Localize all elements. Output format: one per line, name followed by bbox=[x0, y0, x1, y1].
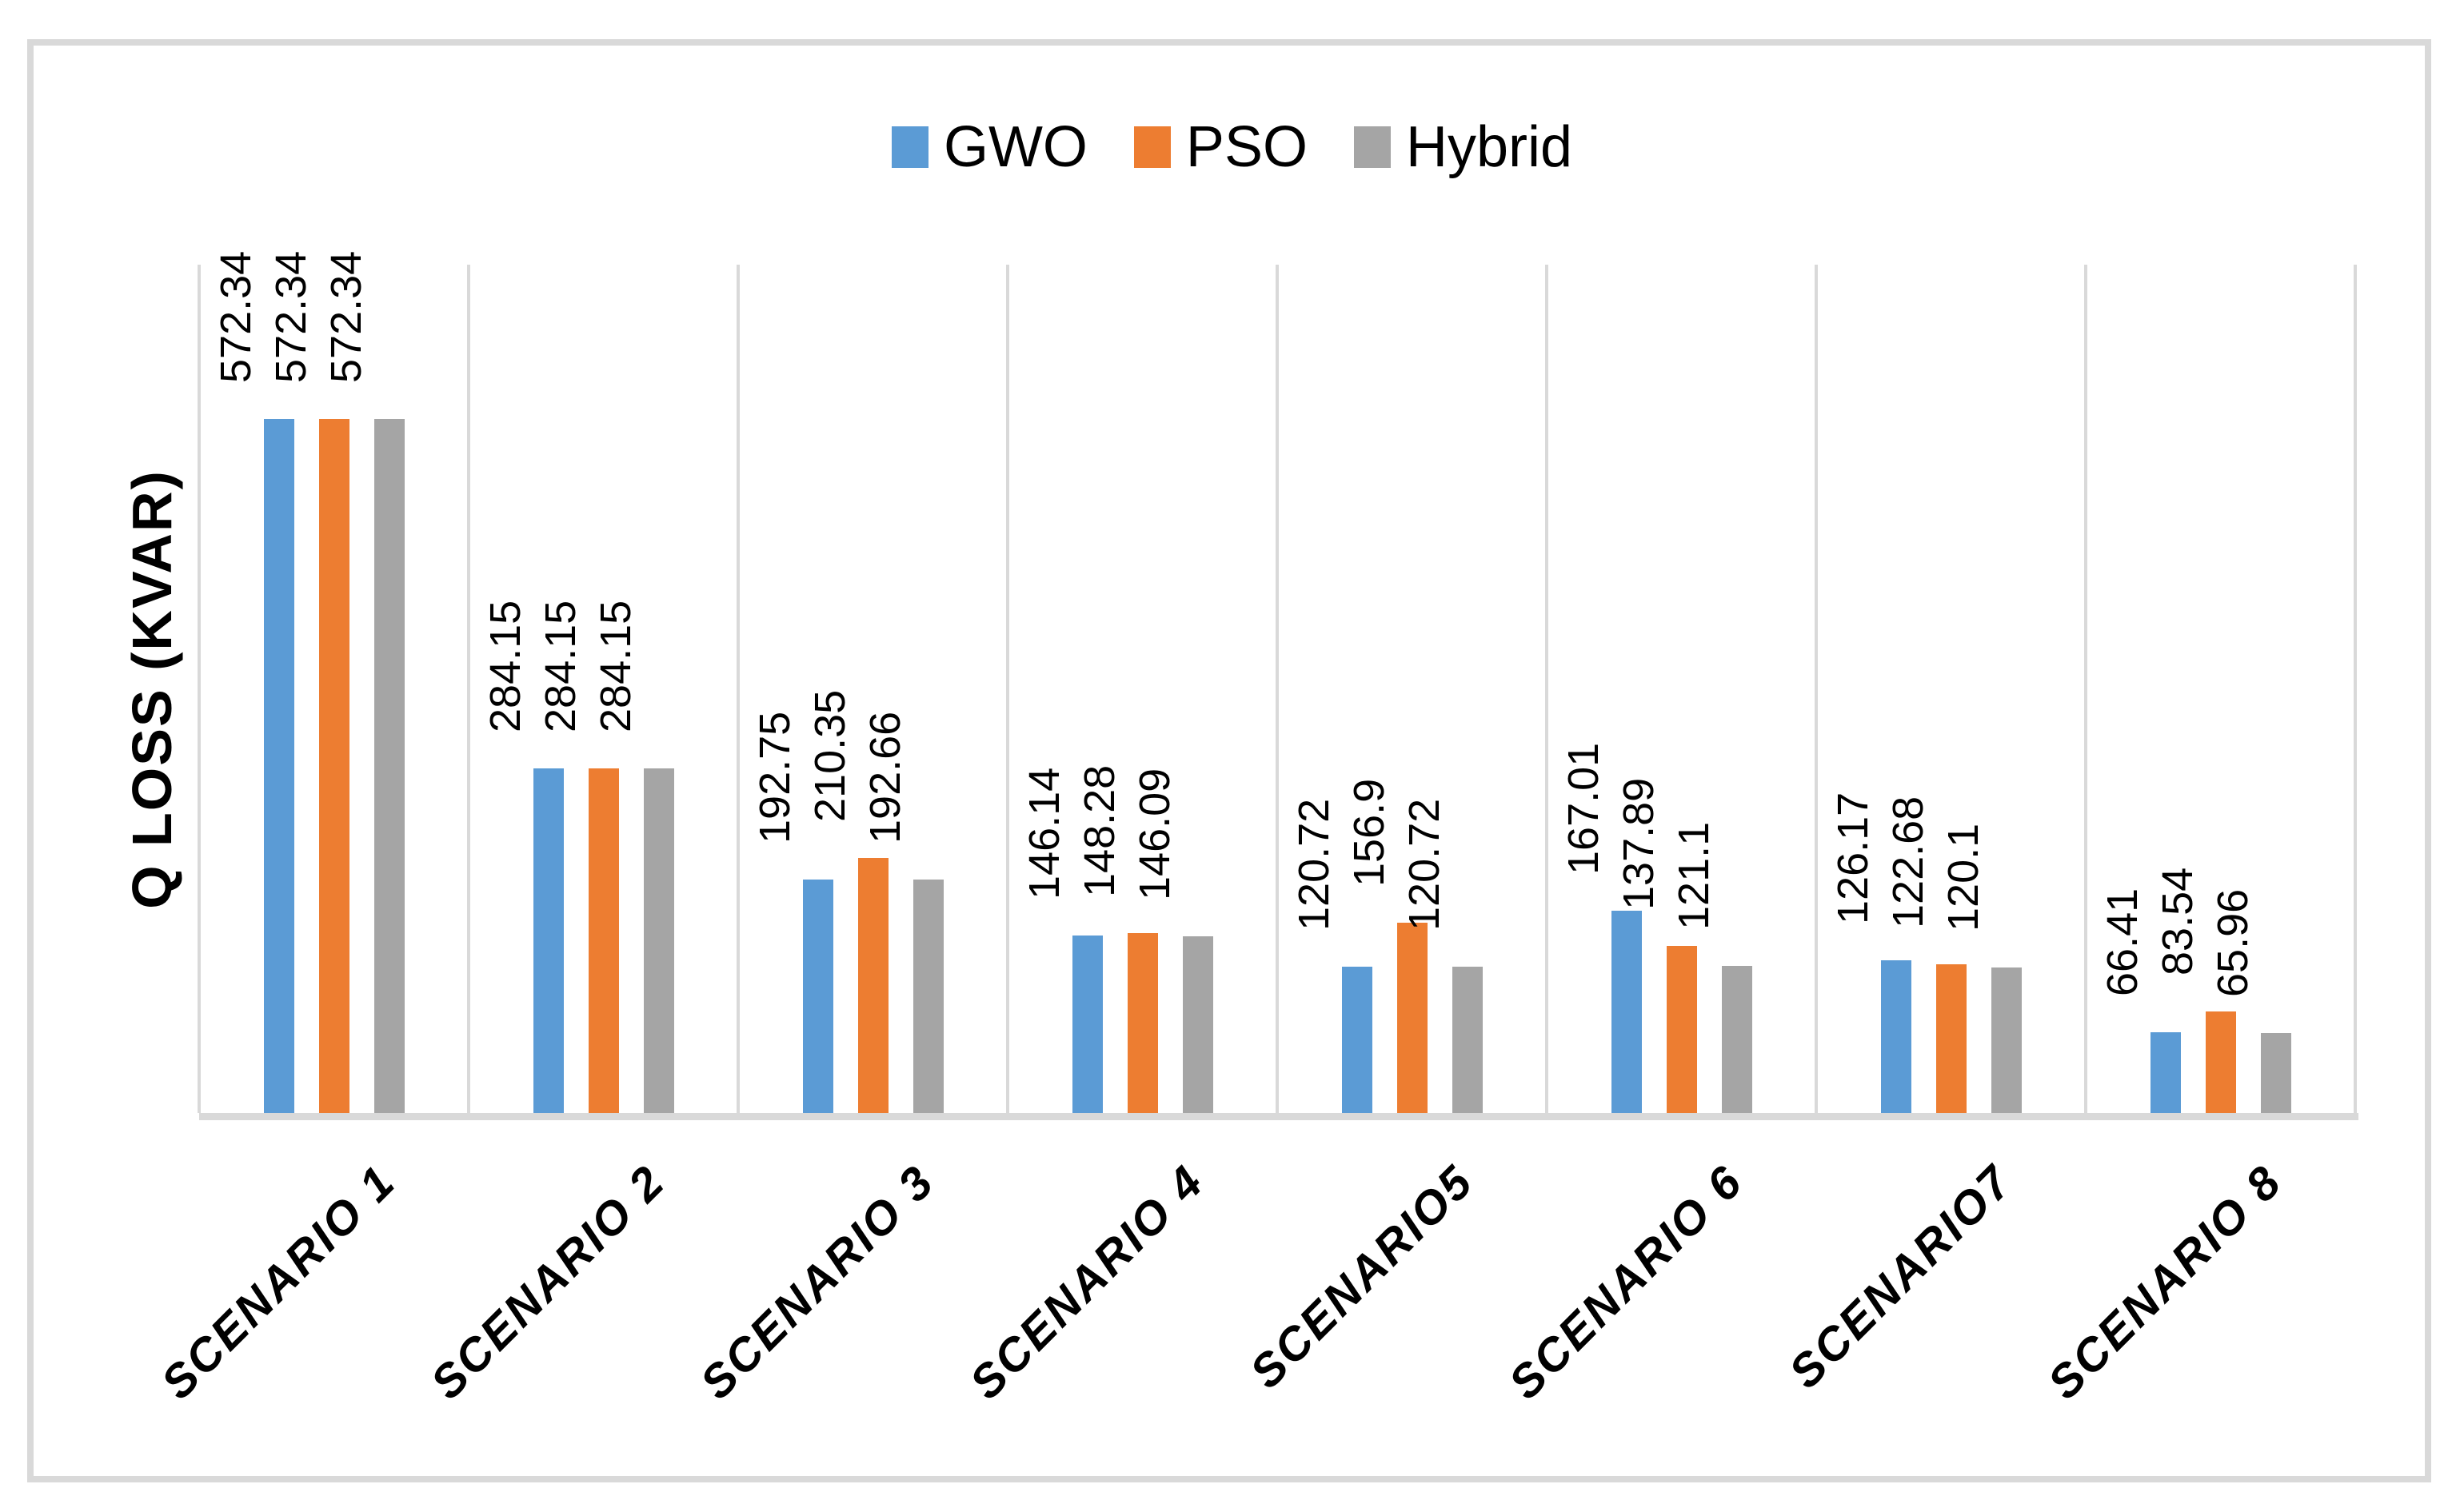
bar-pso-6 bbox=[1666, 946, 1697, 1113]
bar-value-label: 156.9 bbox=[1344, 778, 1393, 887]
bar-gwo-7 bbox=[1880, 960, 1911, 1113]
bar-hybrid-7 bbox=[1991, 967, 2022, 1113]
bar-value-label: 120.72 bbox=[1400, 798, 1448, 931]
bar-hybrid-6 bbox=[1721, 966, 1752, 1113]
bar-hybrid-3 bbox=[913, 880, 944, 1113]
bar-value-label: 192.75 bbox=[750, 711, 799, 844]
bar-pso-7 bbox=[1935, 964, 1967, 1113]
bar-value-label: 284.15 bbox=[591, 600, 640, 732]
legend-swatch-icon bbox=[891, 126, 928, 168]
bar-pso-5 bbox=[1396, 923, 1428, 1113]
bar-value-label: 284.15 bbox=[481, 600, 529, 732]
bar-value-label: 120.1 bbox=[1939, 823, 1987, 932]
bar-value-label: 167.01 bbox=[1559, 742, 1607, 875]
legend-swatch-icon bbox=[1133, 126, 1171, 168]
legend-item-hybrid: Hybrid bbox=[1353, 115, 1573, 179]
bar-gwo-3 bbox=[802, 880, 833, 1113]
x-axis-line bbox=[199, 1113, 2358, 1120]
bar-value-label: 126.17 bbox=[1828, 792, 1877, 924]
bar-gwo-8 bbox=[2150, 1032, 2181, 1113]
gridline bbox=[1006, 265, 1009, 1113]
legend-item-gwo: GWO bbox=[891, 115, 1088, 179]
bar-hybrid-2 bbox=[643, 768, 674, 1113]
bar-value-label: 121.1 bbox=[1669, 821, 1718, 930]
y-axis-title-box: Q LOSS (KVAR) bbox=[94, 265, 210, 1113]
bar-pso-3 bbox=[857, 858, 889, 1113]
bar-hybrid-5 bbox=[1452, 967, 1483, 1113]
bar-gwo-2 bbox=[533, 768, 564, 1113]
bar-value-label: 146.09 bbox=[1130, 768, 1179, 900]
bar-value-label: 146.14 bbox=[1020, 767, 1068, 900]
chart-border bbox=[27, 39, 2431, 1482]
bar-value-label: 122.68 bbox=[1883, 796, 1932, 928]
legend-label: Hybrid bbox=[1405, 115, 1573, 179]
bar-gwo-1 bbox=[263, 419, 294, 1113]
bar-pso-4 bbox=[1127, 933, 1158, 1113]
bar-pso-8 bbox=[2205, 1011, 2236, 1113]
bar-value-label: 210.35 bbox=[805, 689, 854, 822]
gridline bbox=[467, 265, 470, 1113]
bar-value-label: 572.34 bbox=[321, 250, 370, 383]
bar-pso-1 bbox=[318, 419, 349, 1113]
bar-gwo-4 bbox=[1072, 936, 1103, 1113]
gridline bbox=[1545, 265, 1548, 1113]
bar-value-label: 120.72 bbox=[1289, 798, 1338, 931]
bar-value-label: 66.41 bbox=[2098, 888, 2147, 996]
legend-label: GWO bbox=[943, 115, 1088, 179]
bar-value-label: 192.66 bbox=[861, 711, 909, 844]
bar-value-label: 65.96 bbox=[2208, 888, 2257, 997]
bar-hybrid-4 bbox=[1182, 936, 1213, 1113]
bar-value-label: 83.54 bbox=[2153, 867, 2202, 975]
legend-item-pso: PSO bbox=[1133, 115, 1308, 179]
legend: GWO PSO Hybrid bbox=[0, 110, 2464, 184]
gridline bbox=[1276, 265, 1279, 1113]
bar-hybrid-8 bbox=[2260, 1033, 2291, 1113]
legend-label: PSO bbox=[1185, 115, 1308, 179]
bar-value-label: 137.89 bbox=[1614, 777, 1663, 910]
bar-value-label: 284.15 bbox=[536, 600, 585, 732]
gridline bbox=[198, 265, 201, 1113]
gridline bbox=[2354, 265, 2357, 1113]
gridline bbox=[1815, 265, 1818, 1113]
gridline bbox=[2084, 265, 2087, 1113]
y-axis-title: Q LOSS (KVAR) bbox=[121, 469, 184, 909]
bar-value-label: 572.34 bbox=[211, 250, 260, 383]
bar-pso-2 bbox=[588, 768, 619, 1113]
bar-hybrid-1 bbox=[373, 419, 405, 1113]
bar-gwo-5 bbox=[1341, 967, 1372, 1113]
legend-swatch-icon bbox=[1353, 126, 1391, 168]
bar-value-label: 572.34 bbox=[266, 250, 315, 383]
bar-gwo-6 bbox=[1611, 911, 1642, 1113]
bar-value-label: 148.28 bbox=[1075, 764, 1124, 897]
gridline bbox=[737, 265, 740, 1113]
